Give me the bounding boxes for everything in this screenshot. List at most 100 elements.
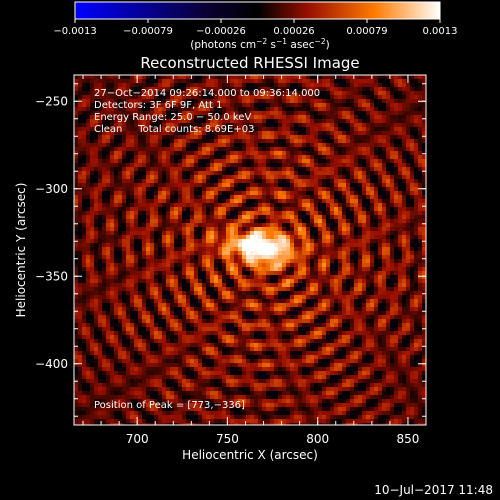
heatmap-cell <box>142 291 146 295</box>
heatmap-cell <box>418 235 422 239</box>
heatmap-cell <box>374 243 378 247</box>
heatmap-cell <box>218 115 222 119</box>
heatmap-cell <box>154 259 158 263</box>
heatmap-cell <box>98 111 102 115</box>
heatmap-cell <box>242 267 246 271</box>
heatmap-cell <box>74 251 78 255</box>
heatmap-cell <box>146 287 150 291</box>
heatmap-cell <box>90 191 94 195</box>
heatmap-cell <box>330 259 334 263</box>
heatmap-cell <box>246 115 250 119</box>
heatmap-cell <box>126 239 130 243</box>
heatmap-cell <box>122 203 126 207</box>
heatmap-cell <box>166 87 170 91</box>
heatmap-cell <box>182 275 186 279</box>
heatmap-cell <box>118 199 122 203</box>
heatmap-cell <box>218 199 222 203</box>
heatmap-cell <box>242 87 246 91</box>
heatmap-cell <box>314 135 318 139</box>
heatmap-cell <box>250 107 254 111</box>
heatmap-cell <box>386 167 390 171</box>
heatmap-cell <box>222 159 226 163</box>
heatmap-cell <box>186 251 190 255</box>
heatmap-cell <box>182 299 186 303</box>
heatmap-cell <box>286 87 290 91</box>
heatmap-cell <box>274 223 278 227</box>
heatmap-cell <box>90 127 94 131</box>
heatmap-cell <box>186 223 190 227</box>
heatmap-cell <box>226 239 230 243</box>
heatmap-cell <box>166 255 170 259</box>
heatmap-cell <box>386 243 390 247</box>
heatmap-cell <box>146 131 150 135</box>
heatmap-cell <box>154 279 158 283</box>
heatmap-cell <box>98 127 102 131</box>
heatmap-cell <box>242 287 246 291</box>
heatmap-cell <box>266 163 270 167</box>
heatmap-cell <box>234 243 238 247</box>
heatmap-cell <box>378 83 382 87</box>
heatmap-cell <box>250 291 254 295</box>
heatmap-cell <box>378 227 382 231</box>
heatmap-cell <box>322 187 326 191</box>
heatmap-cell <box>106 219 110 223</box>
heatmap-cell <box>106 187 110 191</box>
heatmap-cell <box>142 155 146 159</box>
heatmap-cell <box>146 87 150 91</box>
heatmap-cell <box>302 195 306 199</box>
heatmap-cell <box>354 211 358 215</box>
heatmap-cell <box>306 235 310 239</box>
heatmap-cell <box>270 179 274 183</box>
heatmap-cell <box>138 111 142 115</box>
heatmap-cell <box>386 83 390 87</box>
heatmap-cell <box>370 223 374 227</box>
heatmap-cell <box>398 115 402 119</box>
heatmap-cell <box>90 123 94 127</box>
heatmap-cell <box>298 287 302 291</box>
heatmap-cell <box>338 75 342 79</box>
heatmap-cell <box>350 159 354 163</box>
heatmap-cell <box>130 259 134 263</box>
heatmap-cell <box>394 191 398 195</box>
heatmap-cell <box>74 271 78 275</box>
heatmap-cell <box>238 91 242 95</box>
heatmap-cell <box>186 119 190 123</box>
heatmap-cell <box>110 139 114 143</box>
heatmap-cell <box>234 87 238 91</box>
heatmap-cell <box>282 247 286 251</box>
heatmap-cell <box>82 251 86 255</box>
heatmap-cell <box>178 119 182 123</box>
heatmap-cell <box>190 263 194 267</box>
heatmap-cell <box>338 151 342 155</box>
heatmap-cell <box>386 235 390 239</box>
heatmap-cell <box>146 183 150 187</box>
heatmap-cell <box>350 163 354 167</box>
heatmap-cell <box>382 167 386 171</box>
heatmap-cell <box>90 143 94 147</box>
heatmap-cell <box>290 123 294 127</box>
heatmap-cell <box>186 255 190 259</box>
heatmap-cell <box>254 87 258 91</box>
heatmap-cell <box>86 263 90 267</box>
heatmap-cell <box>306 219 310 223</box>
heatmap-cell <box>246 131 250 135</box>
heatmap-cell <box>142 159 146 163</box>
heatmap-cell <box>414 103 418 107</box>
heatmap-cell <box>422 179 426 183</box>
heatmap-cell <box>326 139 330 143</box>
heatmap-cell <box>410 195 414 199</box>
heatmap-cell <box>226 159 230 163</box>
heatmap-cell <box>190 115 194 119</box>
heatmap-cell <box>106 147 110 151</box>
heatmap-cell <box>310 243 314 247</box>
heatmap-cell <box>374 139 378 143</box>
heatmap-cell <box>190 95 194 99</box>
heatmap-cell <box>78 251 82 255</box>
heatmap-cell <box>290 263 294 267</box>
heatmap-cell <box>150 159 154 163</box>
heatmap-cell <box>370 279 374 283</box>
heatmap-cell <box>174 283 178 287</box>
heatmap-cell <box>210 203 214 207</box>
heatmap-cell <box>306 183 310 187</box>
heatmap-cell <box>342 211 346 215</box>
